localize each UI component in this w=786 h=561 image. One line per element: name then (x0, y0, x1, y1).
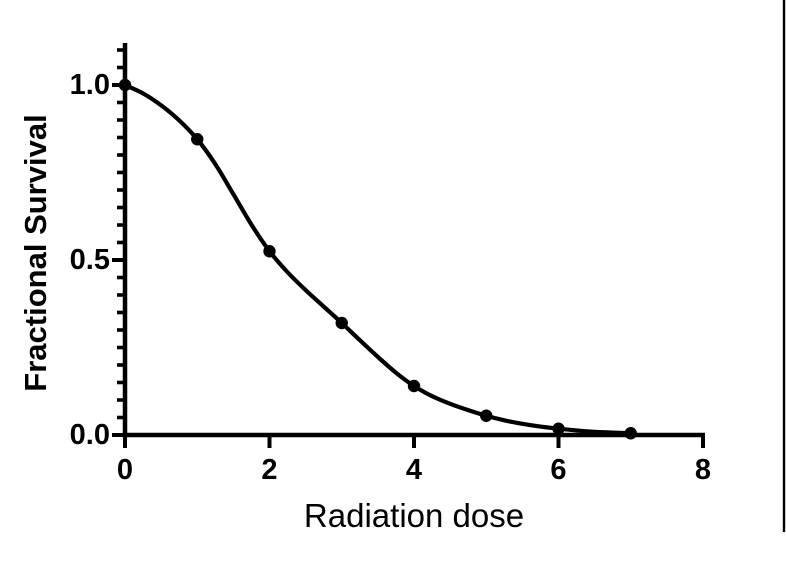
x-tick-label: 4 (406, 454, 422, 486)
tick-labels: 0.0 0.5 1.0 0 2 4 6 8 (70, 69, 711, 486)
data-point (480, 409, 493, 422)
data-points (118, 78, 637, 440)
data-point (118, 78, 132, 92)
data-point (407, 379, 421, 393)
fitted-curve (122, 82, 633, 436)
x-tick-label: 8 (695, 454, 711, 486)
y-tick-label: 0.0 (70, 419, 110, 451)
x-tick-label: 6 (550, 454, 566, 486)
data-point (624, 427, 637, 440)
x-tick-label: 0 (117, 454, 133, 486)
y-axis-title: Fractional Survival (18, 114, 53, 391)
data-point (191, 133, 204, 146)
y-tick-label: 1.0 (70, 69, 110, 101)
x-tick-label: 2 (261, 454, 277, 486)
axes (112, 43, 705, 448)
data-point (335, 316, 348, 330)
x-axis-title: Radiation dose (304, 497, 524, 534)
data-point (263, 245, 276, 258)
fit-curve-path (122, 82, 633, 436)
data-point (552, 422, 565, 435)
y-tick-label: 0.5 (70, 244, 110, 276)
